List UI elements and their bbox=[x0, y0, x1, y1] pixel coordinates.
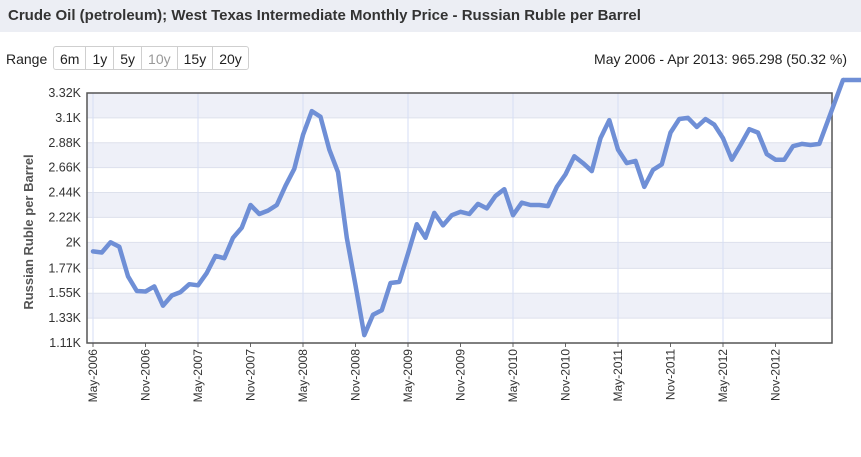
x-tick-label: Nov-2011 bbox=[664, 349, 678, 400]
title-bar: Crude Oil (petroleum); West Texas Interm… bbox=[0, 0, 861, 32]
range-button-6m[interactable]: 6m bbox=[53, 46, 86, 70]
grid-band bbox=[87, 93, 832, 118]
y-tick-label: 2.44K bbox=[48, 186, 81, 200]
x-tick-label: Nov-2012 bbox=[769, 349, 783, 401]
x-tick-label: Nov-2010 bbox=[559, 349, 573, 401]
y-tick-label: 2.22K bbox=[48, 210, 81, 224]
x-tick-label: Nov-2008 bbox=[349, 349, 363, 401]
series-line bbox=[90, 77, 846, 338]
y-tick-label: 3.32K bbox=[48, 86, 81, 100]
range-selector: 6m 1y 5y 10y 15y 20y bbox=[53, 46, 249, 70]
x-tick-label: May-2009 bbox=[401, 349, 415, 403]
y-tick-label: 1.11K bbox=[49, 336, 81, 350]
range-button-5y[interactable]: 5y bbox=[113, 46, 142, 70]
x-tick-label: May-2012 bbox=[716, 349, 730, 403]
grid-band bbox=[87, 242, 832, 269]
x-tick-label: Nov-2009 bbox=[454, 349, 468, 401]
x-tick-label: May-2008 bbox=[296, 349, 310, 403]
y-tick-label: 1.77K bbox=[48, 261, 81, 275]
range-label: Range bbox=[6, 51, 48, 67]
grid-band bbox=[87, 293, 832, 319]
chart-title: Crude Oil (petroleum); West Texas Interm… bbox=[8, 7, 641, 24]
y-tick-label: 2.88K bbox=[48, 136, 81, 150]
y-tick-label: 1.33K bbox=[48, 311, 81, 325]
range-button-10y[interactable]: 10y bbox=[141, 46, 177, 70]
x-tick-label: May-2006 bbox=[86, 349, 100, 403]
grid-band bbox=[87, 142, 832, 168]
y-tick-label: 1.55K bbox=[48, 286, 81, 300]
plot-border bbox=[86, 92, 833, 344]
range-summary: May 2006 - Apr 2013: 965.298 (50.32 %) bbox=[594, 51, 847, 67]
y-tick-label: 2.66K bbox=[48, 161, 81, 175]
range-button-20y[interactable]: 20y bbox=[212, 46, 249, 70]
y-axis-label: Russian Ruble per Barrel bbox=[21, 154, 36, 309]
x-tick-label: May-2007 bbox=[191, 349, 205, 403]
x-tick-label: Nov-2006 bbox=[139, 349, 153, 401]
y-tick-label: 3.1K bbox=[55, 111, 81, 125]
x-tick-label: May-2010 bbox=[506, 349, 520, 403]
x-tick-label: Nov-2007 bbox=[244, 349, 258, 401]
range-button-1y[interactable]: 1y bbox=[85, 46, 114, 70]
y-tick-label: 2K bbox=[66, 235, 82, 249]
x-tick-label: May-2011 bbox=[611, 349, 625, 402]
range-button-15y[interactable]: 15y bbox=[176, 46, 213, 70]
